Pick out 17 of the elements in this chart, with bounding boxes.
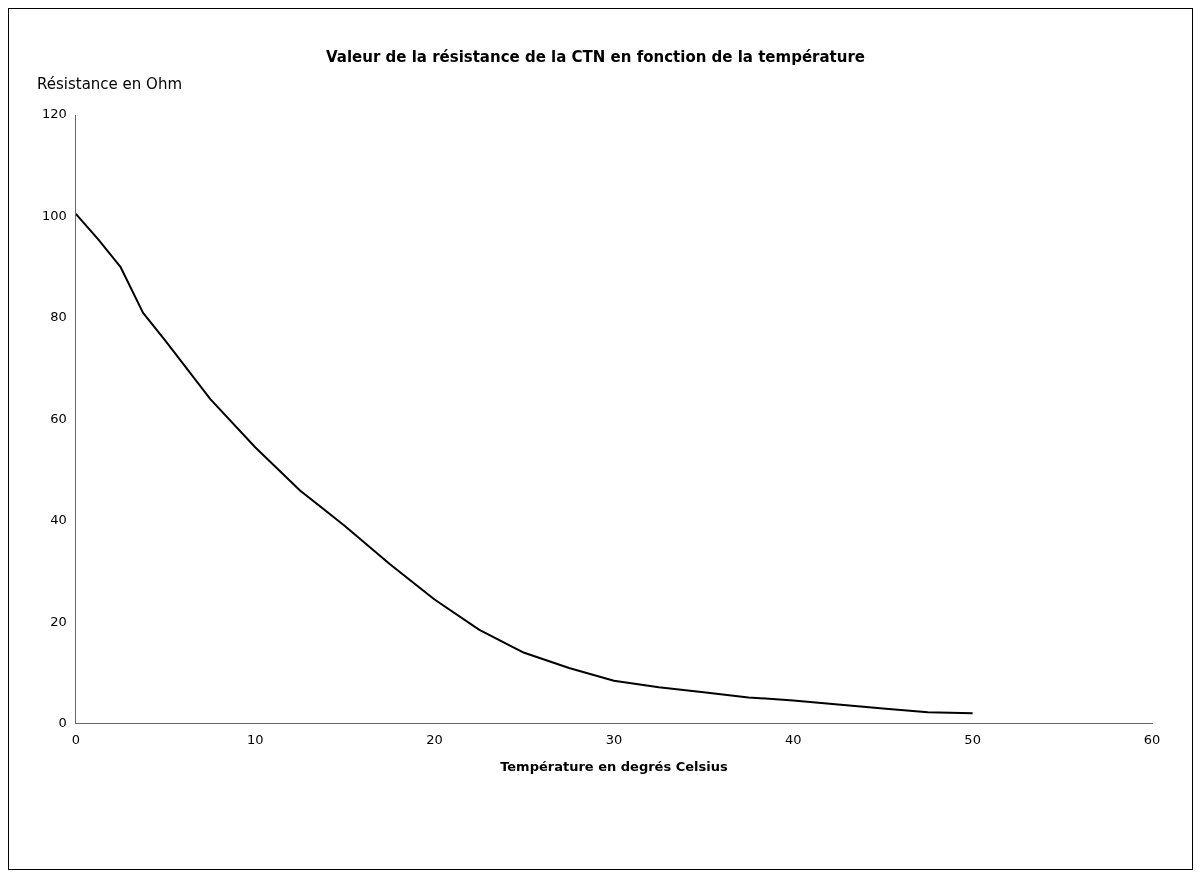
- y-tick-label: 0: [58, 715, 67, 731]
- y-tick-label: 100: [41, 207, 67, 223]
- x-tick-label: 0: [71, 731, 80, 747]
- chart-title: Valeur de la résistance de la CTN en fonction de la température: [325, 47, 866, 66]
- y-tick-label: 120: [41, 106, 67, 122]
- y-axis-title: Résistance en Ohm: [37, 75, 183, 94]
- x-tick-label: 40: [785, 731, 802, 747]
- y-tick-label: 80: [50, 309, 67, 325]
- x-axis-title: Température en degrés Celsius: [500, 758, 728, 774]
- x-tick-label: 20: [426, 731, 443, 747]
- x-tick-label: 60: [1143, 731, 1161, 747]
- y-tick-label: 40: [50, 512, 67, 528]
- x-tick-label: 10: [246, 731, 264, 747]
- y-tick-label: 20: [50, 613, 67, 629]
- y-tick-label: 60: [50, 410, 67, 426]
- x-tick-label: 30: [605, 731, 623, 747]
- x-tick-label: 50: [964, 731, 981, 747]
